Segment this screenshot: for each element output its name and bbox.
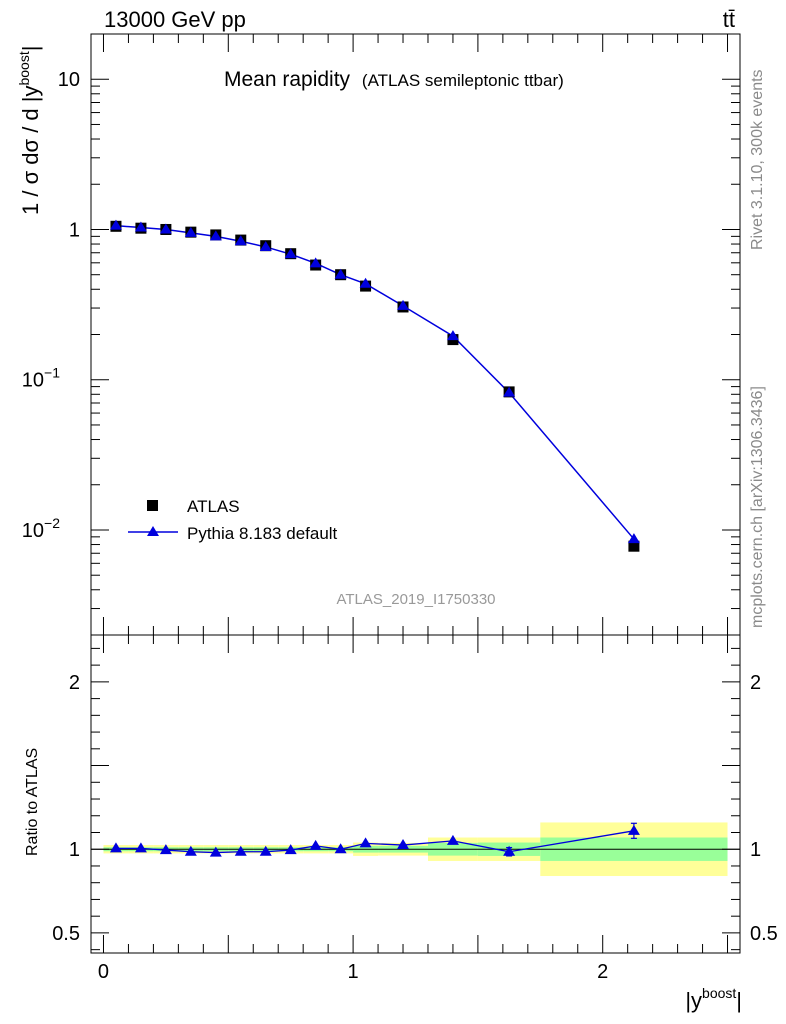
- mc-point: [309, 257, 322, 268]
- main-axis-ticks: [91, 33, 740, 636]
- ratio-x-axis-label-text: |y: [685, 988, 702, 1013]
- side-label-version: Rivet 3.1.10, 300k events: [749, 69, 766, 250]
- mc-point: [503, 386, 516, 397]
- mc-point: [334, 268, 347, 279]
- ratio-mc-point: [309, 839, 322, 850]
- ratio-mc-point: [627, 824, 640, 835]
- header-right: tt̄: [723, 7, 735, 32]
- ratio-y-tick-label-left: 0.5: [52, 923, 80, 945]
- ratio-mc-point: [397, 839, 410, 850]
- main-y-tick-label: 10−1: [22, 365, 60, 392]
- mc-point: [234, 235, 247, 246]
- main-data-layer: [109, 219, 640, 552]
- ratio-mc-point: [446, 834, 459, 845]
- mc-point: [284, 248, 297, 259]
- ratio-mc-point: [359, 837, 372, 848]
- chart-title-main: Mean rapidity: [224, 68, 351, 91]
- analysis-annotation: ATLAS_2019_I1750330: [336, 591, 495, 608]
- ratio-y-tick-label-left: 1: [69, 839, 80, 861]
- main-frame: [90, 33, 741, 636]
- ratio-tick-labels: 0.5 0.5 1 1 2 2 0 1 2: [52, 672, 778, 983]
- ratio-mc-point: [159, 844, 172, 855]
- main-y-axis-label-close: |: [18, 46, 43, 52]
- x-tick-label: 0: [98, 961, 109, 983]
- ratio-axis-ticks: [91, 635, 740, 953]
- mc-point: [184, 226, 197, 237]
- ratio-mc-point: [334, 843, 347, 854]
- header-left: 13000 GeV pp: [104, 7, 246, 32]
- atlas-point: [628, 540, 640, 552]
- main-y-tick-label-base: 10: [22, 370, 44, 392]
- ratio-mc-point: [284, 844, 297, 855]
- mc-point: [259, 240, 272, 251]
- x-tick-label: 1: [348, 961, 359, 983]
- chart-title: Mean rapidity (ATLAS semileptonic ttbar): [224, 68, 564, 91]
- main-y-tick-label-exp: −1: [44, 365, 60, 381]
- mc-line: [115, 224, 635, 540]
- ratio-mc-point: [134, 842, 147, 853]
- legend-marker-mc: [147, 526, 159, 536]
- ratio-x-axis-label-close: |: [736, 988, 742, 1013]
- ratio-data-layer: [109, 822, 640, 857]
- main-y-tick-label: 10−2: [22, 515, 60, 542]
- x-tick-label: 2: [597, 961, 608, 983]
- legend: ATLAS Pythia 8.183 default: [128, 497, 338, 543]
- ratio-y-tick-label-left: 2: [69, 672, 80, 694]
- ratio-panel: 0.5 0.5 1 1 2 2 0 1 2 Ratio to ATLAS |yboost|: [24, 634, 778, 1013]
- main-y-tick-label-exp: −2: [44, 515, 60, 531]
- ratio-x-axis-label-sup: boost: [702, 985, 736, 1001]
- main-y-axis-label-text: 1 / σ dσ / d |y: [18, 86, 43, 215]
- mc-point: [134, 221, 147, 232]
- main-y-tick-label: 10: [58, 69, 80, 91]
- mc-point: [627, 533, 640, 544]
- main-y-tick-label-base: 10: [58, 69, 80, 91]
- main-y-axis-label-sup: boost: [16, 51, 32, 85]
- legend-marker-atlas: [147, 500, 158, 511]
- ratio-y-tick-label-right: 2: [750, 672, 761, 694]
- ratio-mc-point: [109, 842, 122, 853]
- mc-point: [109, 219, 122, 230]
- legend-label-mc: Pythia 8.183 default: [187, 524, 338, 543]
- ratio-mc-point: [234, 845, 247, 856]
- ratio-mc-point: [503, 845, 516, 856]
- side-label-site: mcplots.cern.ch [arXiv:1306.3436]: [749, 386, 766, 628]
- main-y-tick-label-base: 1: [69, 219, 80, 241]
- mc-point: [359, 277, 372, 288]
- mc-point: [159, 223, 172, 234]
- ratio-frame: [90, 634, 741, 954]
- ratio-y-axis-label: Ratio to ATLAS: [24, 748, 41, 856]
- main-y-tick-label-base: 10: [22, 520, 44, 542]
- chart-subtitle: (ATLAS semileptonic ttbar): [362, 71, 564, 90]
- ratio-y-tick-label-right: 1: [750, 839, 761, 861]
- mc-point: [446, 330, 459, 341]
- ratio-mc-point: [259, 845, 272, 856]
- ratio-mc-point: [184, 845, 197, 856]
- ratio-x-axis-label: |yboost|: [685, 985, 742, 1013]
- legend-label-atlas: ATLAS: [187, 497, 240, 516]
- ratio-y-tick-label-right: 0.5: [750, 923, 778, 945]
- mc-point: [397, 299, 410, 310]
- ratio-mc-point: [209, 846, 222, 857]
- mc-point: [209, 230, 222, 241]
- main-y-axis-label: 1 / σ dσ / d |yboost|: [16, 46, 43, 215]
- main-y-tick-label: 1: [69, 219, 80, 241]
